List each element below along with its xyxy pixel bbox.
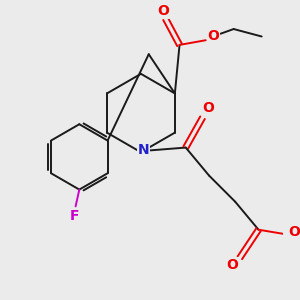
Text: O: O (158, 4, 170, 18)
Text: O: O (207, 29, 219, 44)
Text: O: O (202, 101, 214, 116)
Text: O: O (226, 258, 238, 272)
Text: O: O (288, 225, 300, 238)
Text: F: F (70, 209, 80, 223)
Text: N: N (138, 143, 149, 158)
